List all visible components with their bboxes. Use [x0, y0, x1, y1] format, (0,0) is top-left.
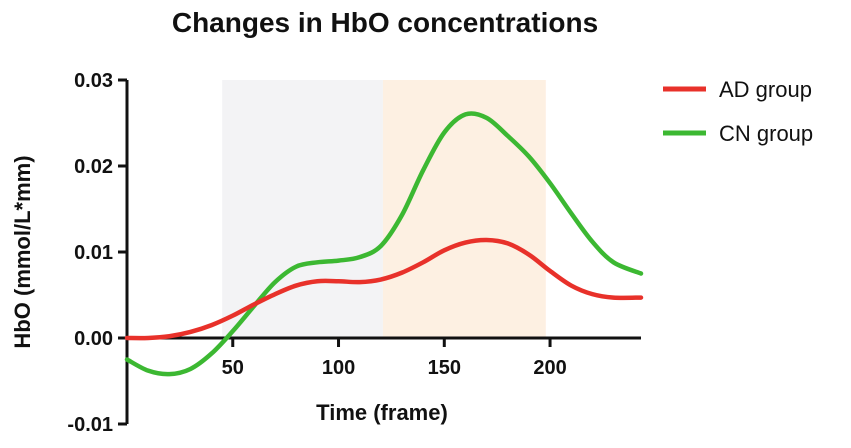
x-axis-label: Time (frame): [316, 400, 448, 425]
x-tick-label: 150: [428, 357, 461, 379]
shaded-band-1: [222, 80, 383, 338]
shaded-band-2: [382, 80, 546, 338]
y-tick-label: 0.01: [74, 242, 113, 264]
x-axis-ticks: 50 100 150 200: [222, 338, 567, 379]
x-tick-label: 50: [222, 357, 244, 379]
x-tick-label: 100: [322, 357, 355, 379]
y-axis-ticks: -0.01 0.00 0.01 0.02 0.03: [67, 70, 127, 436]
legend-label-ad-group: AD group: [719, 77, 812, 102]
y-tick-label: 0.00: [74, 328, 113, 350]
y-tick-label: 0.02: [74, 156, 113, 178]
series-layer: [124, 111, 644, 377]
chart-title: Changes in HbO concentrations: [172, 7, 598, 38]
series-line-cn-group: [124, 111, 644, 377]
x-tick-label: 200: [533, 357, 566, 379]
series-line-ad-group: [124, 237, 644, 341]
y-tick-label: 0.03: [74, 70, 113, 92]
y-tick-label: -0.01: [67, 414, 113, 436]
y-axis-label: HbO (mmol/L*mm): [10, 155, 35, 348]
legend-label-cn-group: CN group: [719, 121, 813, 146]
legend: AD group CN group: [663, 77, 813, 146]
shaded-bands: [222, 80, 546, 338]
